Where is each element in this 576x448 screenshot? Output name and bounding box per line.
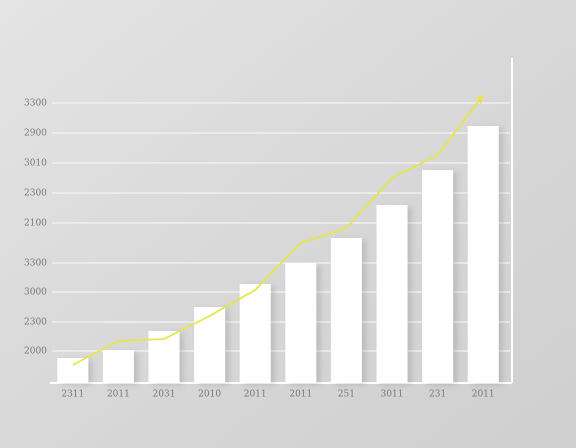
bar bbox=[376, 205, 408, 383]
x-tick-label: 251 bbox=[338, 390, 355, 400]
x-tick-label: 2011 bbox=[472, 390, 495, 400]
y-tick-label: 3000 bbox=[24, 288, 47, 298]
x-tick-label: 3011 bbox=[381, 390, 404, 400]
x-tick-label: 2031 bbox=[153, 390, 176, 400]
trend-line bbox=[72, 94, 484, 366]
bar bbox=[239, 284, 271, 383]
y-tick-label: 3300 bbox=[24, 99, 47, 109]
bar bbox=[467, 126, 499, 383]
y-tick-label: 2300 bbox=[24, 318, 47, 328]
bar bbox=[57, 358, 89, 383]
x-tick-label: 2011 bbox=[107, 390, 130, 400]
bar bbox=[102, 350, 134, 383]
y-tick-label: 2100 bbox=[24, 219, 47, 229]
x-tick-label: 2011 bbox=[244, 390, 267, 400]
y-tick-label: 3010 bbox=[24, 159, 47, 169]
y-tick-label: 2900 bbox=[24, 129, 47, 139]
bar bbox=[285, 263, 317, 383]
y-tick-label: 2000 bbox=[24, 347, 47, 357]
x-tick-label: 231 bbox=[429, 390, 446, 400]
bar bbox=[194, 307, 226, 383]
x-tick-label: 2011 bbox=[289, 390, 312, 400]
x-tick-label: 2311 bbox=[61, 390, 84, 400]
y-tick-label: 3300 bbox=[24, 259, 47, 269]
bar bbox=[422, 170, 454, 383]
y-tick-label: 2300 bbox=[24, 189, 47, 199]
bar bbox=[330, 238, 362, 383]
x-tick-label: 2010 bbox=[198, 390, 221, 400]
trend-arrowhead bbox=[475, 95, 484, 104]
